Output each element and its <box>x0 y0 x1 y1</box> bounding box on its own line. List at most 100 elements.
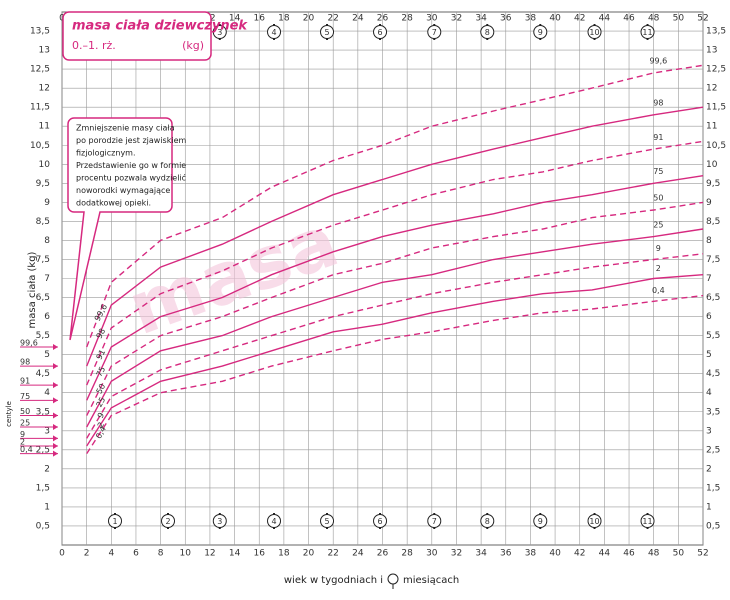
legend-label: 99,6 <box>20 339 38 348</box>
x-axis-label: wiek w tygodniach i <box>284 575 383 586</box>
y-tick-label: 3 <box>706 426 712 436</box>
month-label: 3 <box>217 28 222 37</box>
month-label: 6 <box>377 28 382 37</box>
percentile-curve <box>86 64 704 348</box>
x-tick-label: 6 <box>133 549 139 559</box>
y-tick-label: 10 <box>39 160 51 170</box>
curve-label: 9 <box>96 411 106 420</box>
x-tick-label: 52 <box>697 14 708 24</box>
legend-arrowhead <box>53 412 58 419</box>
x-tick-label: 26 <box>377 549 389 559</box>
month-label: 3 <box>217 517 222 526</box>
y-tick-label: 7,5 <box>706 255 720 265</box>
month-marker <box>373 514 388 528</box>
x-tick-label: 14 <box>229 549 241 559</box>
y-tick-label: 5,5 <box>706 331 720 341</box>
legend-arrowhead <box>53 382 58 389</box>
month-label: 9 <box>538 28 543 37</box>
x-tick-label: 48 <box>648 14 660 24</box>
legend-label: 98 <box>20 358 30 367</box>
y-tick-label: 5,5 <box>36 331 50 341</box>
month-marker <box>427 25 442 39</box>
legend-arrowhead <box>53 397 58 404</box>
x-tick-label: 20 <box>303 549 315 559</box>
y-tick-label: 2 <box>44 464 50 474</box>
y-tick-label: 9 <box>44 198 50 208</box>
x-tick-label: 16 <box>254 549 266 559</box>
month-marker <box>427 514 442 528</box>
y-tick-label: 10,5 <box>30 141 50 151</box>
y-tick-label: 2 <box>706 464 712 474</box>
month-label: 5 <box>324 28 329 37</box>
y-tick-label: 8,5 <box>706 217 720 227</box>
y-tick-label: 3,5 <box>36 407 50 417</box>
month-label: 10 <box>589 28 599 37</box>
month-label: 8 <box>485 517 490 526</box>
month-marker <box>533 25 548 39</box>
curve-label: 75 <box>653 167 663 176</box>
x-tick-label: 2 <box>84 549 90 559</box>
percentile-curve <box>86 201 704 416</box>
month-marker <box>212 514 227 528</box>
month-marker <box>587 514 602 528</box>
month-label: 4 <box>271 517 276 526</box>
legend-arrowhead <box>53 344 58 351</box>
y-tick-label: 4,5 <box>706 369 720 379</box>
x-tick-label: 44 <box>599 549 611 559</box>
unit: (kg) <box>182 39 204 52</box>
y-tick-label: 10 <box>706 160 718 170</box>
x-tick-label: 20 <box>303 14 315 24</box>
legend-label: 50 <box>20 407 30 416</box>
legend-label: 2 <box>20 438 25 447</box>
x-tick-label: 16 <box>254 14 266 24</box>
curve-label: 91 <box>95 348 108 361</box>
y-tick-label: 12,5 <box>706 65 726 75</box>
month-label: 2 <box>165 517 170 526</box>
x-axis-label: miesiącach <box>403 575 459 586</box>
x-tick-label: 46 <box>623 14 635 24</box>
month-marker <box>373 25 388 39</box>
x-tick-label: 44 <box>599 14 611 24</box>
y-tick-label: 11,5 <box>30 103 50 113</box>
legend-arrowhead <box>53 435 58 442</box>
y-tick-label: 9,5 <box>706 179 720 189</box>
month-marker <box>587 25 602 39</box>
x-tick-label: 18 <box>278 549 290 559</box>
y-tick-label: 1 <box>44 502 50 512</box>
y-tick-label: 6 <box>706 312 712 322</box>
y-tick-label: 4 <box>706 388 712 398</box>
legend-title: centyle <box>5 401 13 427</box>
month-marker <box>108 514 123 528</box>
month-marker <box>320 25 335 39</box>
y-tick-label: 8 <box>44 236 50 246</box>
month-marker <box>267 25 282 39</box>
y-tick-label: 13,5 <box>706 27 726 37</box>
x-tick-label: 46 <box>623 549 635 559</box>
x-tick-label: 42 <box>574 14 585 24</box>
curve-label: 99,6 <box>649 57 667 66</box>
month-label: 11 <box>642 517 652 526</box>
month-marker <box>533 514 548 528</box>
y-axis-label: masa ciała (kg) <box>27 251 38 328</box>
month-label: 4 <box>271 28 276 37</box>
curve-label: 98 <box>653 98 663 107</box>
legend-arrowhead <box>53 443 58 450</box>
y-tick-label: 0,5 <box>36 521 50 531</box>
x-tick-label: 36 <box>500 549 512 559</box>
percentile-curve <box>86 140 704 386</box>
x-tick-label: 36 <box>500 14 512 24</box>
chart-title: masa ciała dziewczynek <box>72 19 248 34</box>
month-marker <box>480 514 495 528</box>
x-tick-label: 4 <box>108 549 114 559</box>
month-label: 8 <box>485 28 490 37</box>
x-tick-label: 30 <box>426 14 438 24</box>
note-text: Przedstawienie go w formie <box>76 161 186 170</box>
month-marker <box>267 514 282 528</box>
y-tick-label: 7 <box>706 274 712 284</box>
y-tick-label: 9,5 <box>36 179 50 189</box>
y-tick-label: 12 <box>706 84 717 94</box>
y-tick-label: 4 <box>44 388 50 398</box>
y-tick-label: 7,5 <box>36 255 50 265</box>
y-tick-label: 11 <box>706 122 717 132</box>
curve-label: 2 <box>656 264 661 273</box>
